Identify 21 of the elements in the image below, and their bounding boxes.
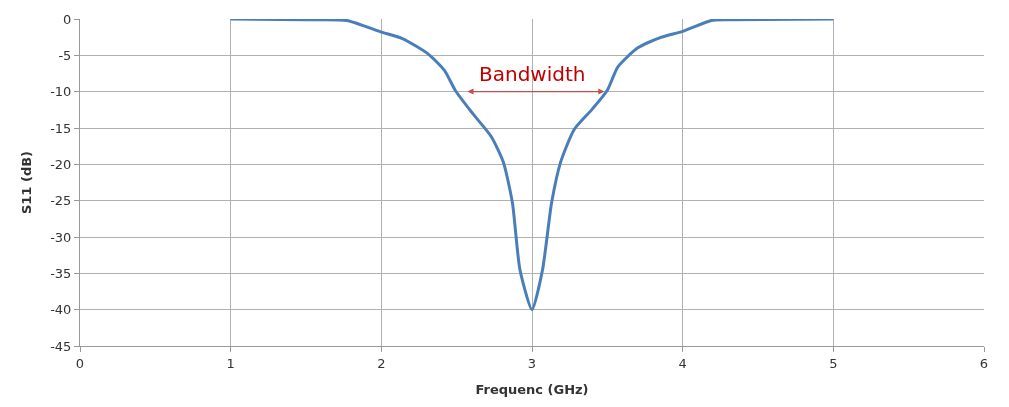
x-axis-title: Frequenc (GHz)	[475, 382, 589, 398]
annotation: Bandwidth	[479, 62, 586, 86]
y-tick-label: -35	[50, 265, 72, 281]
x-tick-label: 1	[226, 355, 235, 371]
y-tick-label: -30	[50, 229, 72, 245]
x-tick-label: 4	[678, 355, 687, 371]
y-tick-label: -20	[50, 156, 72, 172]
y-tick-label: 0	[63, 11, 72, 27]
x-tick-label: 3	[527, 355, 537, 371]
y-tick-label: -25	[50, 193, 72, 209]
line-series	[229, 19, 835, 312]
x-tick-label: 6	[979, 355, 989, 371]
y-tick-label: -10	[50, 84, 72, 100]
x-tick-label: 2	[377, 355, 386, 371]
x-tick-label: 5	[829, 355, 838, 371]
y-tick-label: -5	[58, 47, 72, 63]
y-tick-label: -45	[50, 338, 72, 354]
y-tick-label: -15	[50, 120, 72, 136]
y-tick-label: -40	[50, 302, 72, 318]
x-tick-label: 0	[75, 355, 85, 371]
y-axis-title: S11 (dB)	[19, 150, 35, 215]
